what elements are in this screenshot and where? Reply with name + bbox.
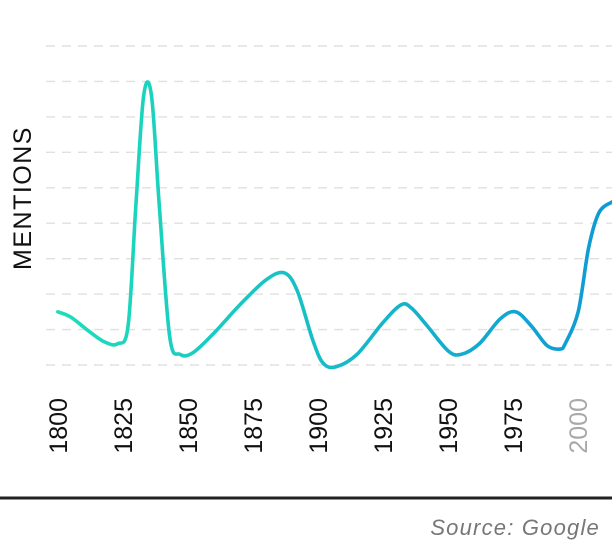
source-note: Source: Google [430,515,600,540]
gridlines [46,45,612,366]
x-tick-label: 1800 [45,398,73,454]
x-tick-label: 1975 [500,398,528,454]
x-tick-label: 1825 [110,398,138,454]
y-axis-label: MENTIONS [9,126,37,270]
x-axis-tick-labels: 1800 1825 1850 1875 1900 1925 1950 1975 2000 [45,398,593,454]
x-tick-label: 1950 [435,398,463,454]
x-tick-label: 2000 [565,398,593,454]
x-tick-label: 1925 [370,398,398,454]
x-tick-label: 1900 [305,398,333,454]
x-tick-label: 1850 [175,398,203,454]
x-tick-label: 1875 [240,398,268,454]
series-line [56,80,612,370]
